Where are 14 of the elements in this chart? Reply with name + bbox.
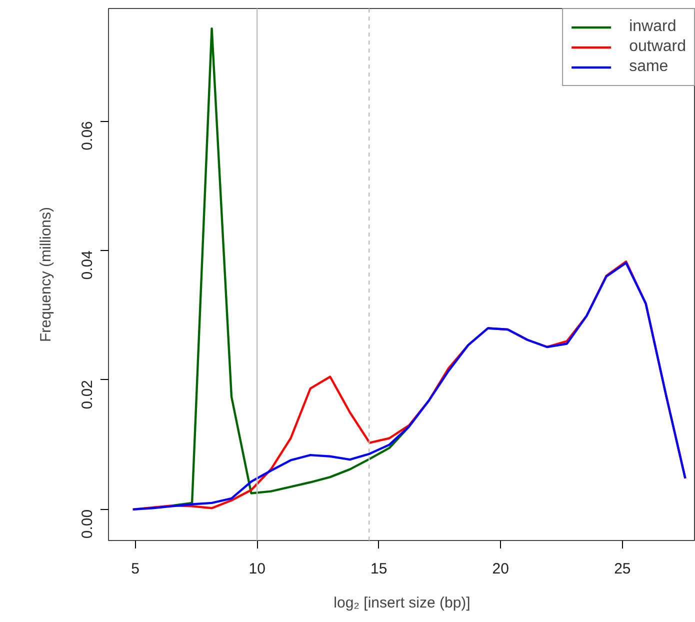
x-tick-label: 10	[248, 560, 266, 578]
x-axis-title: log₂ [insert size (bp)]	[334, 594, 470, 612]
y-tick-label: 0.06	[79, 121, 96, 150]
legend-label: same	[629, 58, 668, 76]
y-axis-title: Frequency (millions)	[38, 206, 54, 342]
y-tick-label: 0.02	[79, 380, 96, 410]
y-tick-label: 0.04	[79, 250, 96, 280]
x-tick-label: 20	[492, 560, 509, 578]
x-tick-label: 5	[131, 560, 140, 578]
legend-label: inward	[629, 18, 676, 36]
y-tick-label: 0.00	[79, 509, 96, 539]
legend-label: outward	[629, 38, 686, 56]
x-tick-label: 25	[614, 560, 631, 578]
x-tick-label: 15	[370, 560, 388, 578]
